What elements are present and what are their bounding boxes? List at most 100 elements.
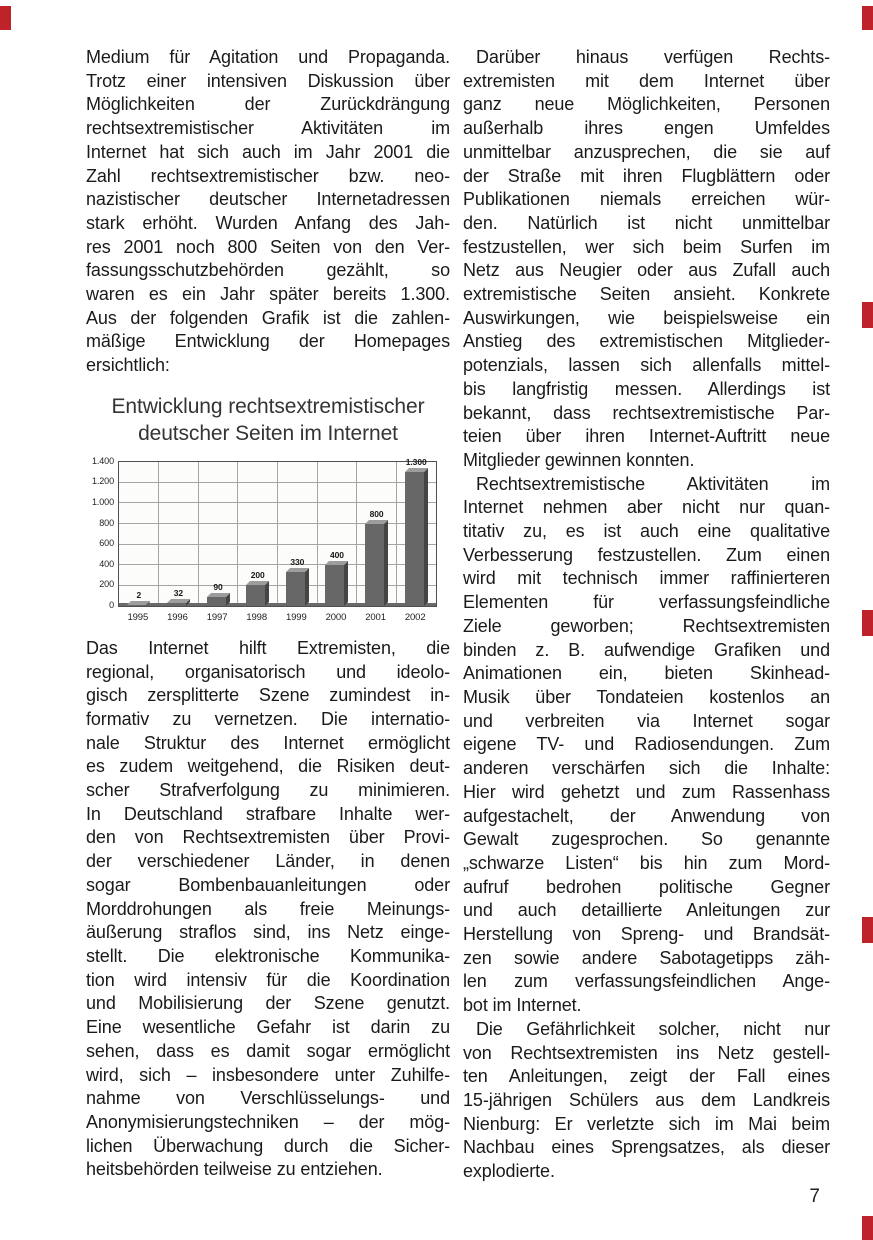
red-edge-mark xyxy=(862,6,873,30)
text-line: bis langfristig messen. Allerdings ist xyxy=(463,378,830,399)
text-line: ganz neue Möglichkeiten, Personen xyxy=(463,94,830,115)
text-line: Möglichkeiten der Zurückdrängung xyxy=(86,94,450,115)
text-line: Mitglieder gewinnen konnten. xyxy=(463,449,695,470)
text-line: Nienburg: Er verletzte sich im Mai beim xyxy=(463,1113,830,1134)
bar-value-label: 330 xyxy=(290,556,305,567)
bar-value-label: 2 xyxy=(136,589,142,600)
chart-baseline xyxy=(119,602,436,606)
x-tick-label: 1999 xyxy=(285,611,307,623)
text-line: der Straße mit ihren Flugblättern oder xyxy=(463,165,830,186)
text-line: und verbreiten via Internet sogar xyxy=(463,710,830,731)
text-line: sehen, dass es damit sogar ermöglicht xyxy=(86,1040,450,1061)
text-line: aufgestachelt, der Anwendung von xyxy=(463,805,830,826)
text-line: Rechtsextremistische Aktivitäten im xyxy=(476,473,830,494)
text-line: Musik über Tondateien kostenlos an xyxy=(463,686,830,707)
bar-value-label: 400 xyxy=(329,549,344,560)
paragraph: Medium für Agitation und Propaganda. Trot… xyxy=(86,46,450,378)
x-tick-label: 1995 xyxy=(127,611,149,623)
text-line: äußerung straflos sind, ins Netz einge- xyxy=(86,922,450,943)
text-line: Gewalt zugesprochen. So genannte xyxy=(463,829,830,850)
y-tick-label: 200 xyxy=(99,579,114,590)
text-line: titativ zu, es ist auch eine qualitative xyxy=(463,521,830,542)
text-line: und auch detaillierte Anleitungen zur xyxy=(463,900,830,921)
y-tick-label: 1.200 xyxy=(91,476,114,487)
text-line: res 2001 noch 800 Seiten von den Ver- xyxy=(86,236,450,257)
text-line: Ziele geworben; Rechtsextremisten xyxy=(463,615,830,636)
text-line: Verbesserung festzustellen. Zum einen xyxy=(463,544,830,565)
bar xyxy=(365,523,385,606)
text-line: von Rechtsextremisten ins Netz gestell- xyxy=(463,1042,830,1063)
bar-side-face xyxy=(304,567,309,606)
text-line: len zum verfassungsfeindlichen Ange- xyxy=(463,971,830,992)
bar-value-label: 32 xyxy=(173,587,184,598)
left-column: Medium für Agitation und Propaganda. Trot… xyxy=(86,46,450,1182)
text-line: Netz aus Neugier oder aus Zufall auch xyxy=(463,260,830,281)
text-line: den von Rechtsextremisten über Provi- xyxy=(86,827,450,848)
grid-line xyxy=(197,461,199,606)
text-line: Elementen für verfassungsfeindliche xyxy=(463,592,830,613)
chart-title-line1: Entwicklung rechtsextremistischer xyxy=(111,394,425,418)
text-line: Hier wird gehetzt und zum Rassenhass xyxy=(463,781,830,802)
text-line: extremistische Seiten ansieht. Konkrete xyxy=(463,284,830,305)
text-line: binden z. B. aufwendige Grafiken und xyxy=(463,639,830,660)
text-line: Eine wesentliche Gefahr ist darin zu xyxy=(86,1017,450,1038)
y-tick-label: 600 xyxy=(99,538,114,549)
text-line: mäßige Entwicklung der Homepages xyxy=(86,331,450,352)
text-line: es zudem weitgehend, die Risiken deut- xyxy=(86,756,450,777)
bar xyxy=(127,604,147,606)
text-line: Nachbau eines Sprengsatzes, als dieser xyxy=(463,1137,830,1158)
text-line: fassungsschutzbehörden gezählt, so xyxy=(86,260,450,281)
text-line: gisch zersplitterte Szene zumindest in- xyxy=(86,685,450,706)
red-edge-mark xyxy=(862,302,873,328)
text-line: ersichtlich: xyxy=(86,355,170,376)
x-tick-label: 1996 xyxy=(167,611,188,623)
chart-x-axis: 1995 1996 1997 1998 1999 2000 2001 2002 xyxy=(118,610,437,625)
page-number: 7 xyxy=(809,1186,820,1207)
text-line: den. Natürlich ist nicht unmittelbar xyxy=(463,212,830,233)
grid-line xyxy=(158,461,160,606)
bar-side-face xyxy=(384,519,389,606)
text-line: „schwarze Listen“ bis hin zum Mord- xyxy=(463,852,830,873)
x-tick-label: 2002 xyxy=(404,611,426,623)
text-line: tion wird intensiv für die Koordination xyxy=(86,969,450,990)
bar-value-label: 1.300 xyxy=(405,457,427,468)
text-line: Das Internet hilft Extremisten, die xyxy=(86,637,450,658)
chart-title: Entwicklung rechtsextremistischer deutsc… xyxy=(86,393,450,447)
y-tick-label: 800 xyxy=(99,517,114,528)
text-line: scher Strafverfolgung zu minimieren. xyxy=(86,780,450,801)
bar-value-label: 800 xyxy=(369,508,384,519)
text-line: ten Anleitungen, zeigt der Fall eines xyxy=(463,1066,830,1087)
paragraph: Darüber hinaus verfügen Rechts-extremist… xyxy=(463,46,830,473)
grid-line xyxy=(237,461,239,606)
y-tick-label: 0 xyxy=(109,599,114,610)
text-line: Internet nehmen aber nicht nur quan- xyxy=(463,497,830,518)
text-line: extremisten mit dem Internet über xyxy=(463,70,830,91)
grid-line xyxy=(395,461,397,606)
text-line: bekannt, dass rechtsextremistische Par- xyxy=(463,402,830,423)
text-line: In Deutschland strafbare Inhalte wer- xyxy=(86,803,450,824)
x-tick-label: 2000 xyxy=(325,611,347,623)
grid-line xyxy=(356,461,358,606)
text-line: Herstellung von Spreng- und Brandsät- xyxy=(463,924,830,945)
text-line: Medium für Agitation und Propaganda. xyxy=(86,47,450,67)
text-line: zen sowie andere Sabotagetipps zäh- xyxy=(463,947,830,968)
red-edge-mark xyxy=(0,6,11,30)
bar-chart: 2 32 90 200 330 400 800 1.300 0 200 400 600 800 1.00… xyxy=(88,453,440,625)
paragraph: Das Internet hilft Extremisten, die regio… xyxy=(86,637,450,1182)
bar xyxy=(285,571,305,606)
bar-side-face xyxy=(423,468,428,606)
bar-value-label: 200 xyxy=(250,570,265,581)
text-line: explodierte. xyxy=(463,1161,555,1182)
text-line: Publikationen niemals erreichen wür- xyxy=(463,189,830,210)
text-line: Animationen ein, bieten Skinhead- xyxy=(463,663,830,684)
text-line: regional, organisatorisch und ideolo- xyxy=(86,661,450,682)
y-tick-label: 400 xyxy=(99,558,114,569)
red-edge-mark xyxy=(862,917,873,943)
text-line: lichen Überwachung durch die Sicher- xyxy=(86,1135,450,1156)
text-line: außerhalb ihres engen Umfeldes xyxy=(463,118,830,139)
text-line: Trotz einer intensiven Diskussion über xyxy=(86,70,450,91)
text-line: nazistischer deutscher Internetadressen xyxy=(86,189,450,210)
chart-plot: 2 32 90 200 330 400 800 1.300 xyxy=(118,457,437,607)
right-column: Darüber hinaus verfügen Rechts-extremist… xyxy=(463,46,830,1184)
text-line: Anstieg des extremistischen Mitglieder- xyxy=(463,331,830,352)
